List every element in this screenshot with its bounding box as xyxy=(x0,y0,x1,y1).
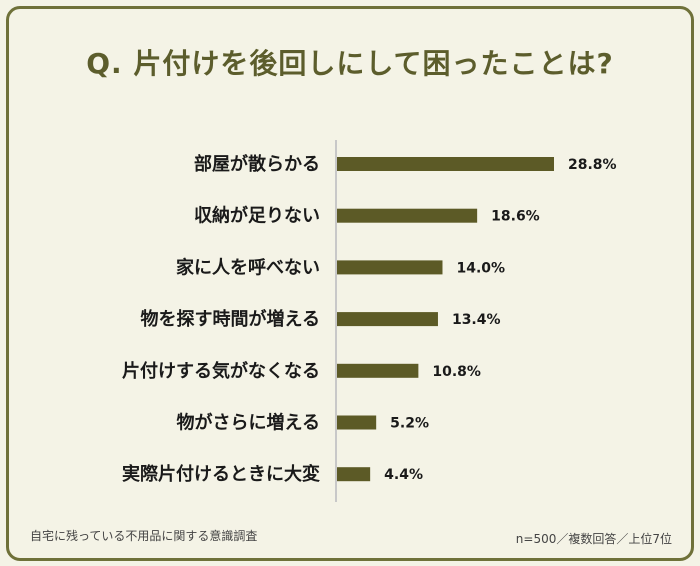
bar xyxy=(337,208,478,223)
sample-size-note: n=500／複数回答／上位7位 xyxy=(515,532,672,546)
bar xyxy=(337,415,377,430)
category-label: 片付けする気がなくなる xyxy=(122,360,320,382)
bar xyxy=(337,260,443,275)
value-label: 5.2% xyxy=(390,416,429,432)
survey-source-note: 自宅に残っている不用品に関する意識調査 xyxy=(30,529,258,543)
category-label: 物がさらに増える xyxy=(177,412,320,434)
value-label: 10.8% xyxy=(432,364,481,380)
value-label: 13.4% xyxy=(452,312,501,328)
bar xyxy=(337,157,554,171)
value-label: 14.0% xyxy=(456,260,505,276)
value-label: 28.8% xyxy=(568,157,617,173)
bar xyxy=(337,363,419,378)
value-label: 4.4% xyxy=(384,467,423,483)
value-label: 18.6% xyxy=(491,209,540,225)
category-label: 実際片付けるときに大変 xyxy=(122,463,320,485)
category-label: 物を探す時間が増える xyxy=(141,308,320,330)
bar xyxy=(337,312,438,327)
chart-title: Q. 片付けを後回しにして困ったことは? xyxy=(86,47,614,80)
category-label: 部屋が散らかる xyxy=(194,153,320,175)
category-label: 家に人を呼べない xyxy=(176,256,320,278)
bar xyxy=(337,467,371,482)
category-label: 収納が足りない xyxy=(194,205,320,227)
